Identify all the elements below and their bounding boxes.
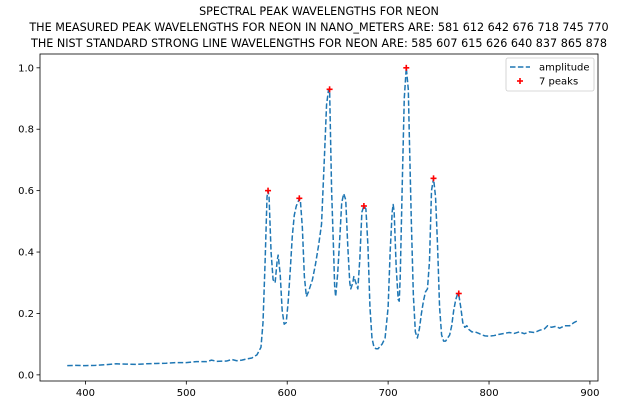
- y-tick-label: 0.6: [18, 186, 34, 197]
- peak-marker: [403, 64, 410, 71]
- y-tick-label: 0.0: [18, 370, 34, 381]
- chart-title-line-3: THE NIST STANDARD STRONG LINE WAVELENGTH…: [30, 37, 607, 50]
- chart-title-line-1: SPECTRAL PEAK WAVELENGTHS FOR NEON: [199, 5, 439, 18]
- peak-marker: [455, 290, 462, 297]
- chart-title-line-2: THE MEASURED PEAK WAVELENGTHS FOR NEON I…: [28, 21, 608, 34]
- x-tick-label: 800: [479, 388, 498, 399]
- x-tick-label: 500: [177, 388, 196, 399]
- peak-markers: [265, 64, 462, 297]
- peak-marker: [360, 202, 367, 209]
- legend: amplitude 7 peaks: [505, 57, 595, 92]
- axes-frame: [39, 53, 599, 382]
- x-tick-label: 400: [76, 388, 95, 399]
- plot-area: 400 500 600 700 800 900 0.0 0.2 0.4 0.6 0.8 1.0: [18, 53, 599, 399]
- legend-marker-swatch: [517, 78, 523, 84]
- x-axis-ticks: 400 500 600 700 800 900: [76, 381, 599, 399]
- peak-marker: [265, 187, 272, 194]
- legend-label-peaks: 7 peaks: [539, 77, 578, 88]
- y-axis-ticks: 0.0 0.2 0.4 0.6 0.8 1.0: [18, 63, 40, 381]
- series-layer: [67, 67, 578, 367]
- legend-label-amplitude: amplitude: [539, 63, 590, 74]
- x-tick-label: 600: [278, 388, 297, 399]
- peak-marker: [430, 175, 437, 182]
- x-tick-label: 900: [580, 388, 599, 399]
- x-tick-label: 700: [379, 388, 398, 399]
- y-tick-label: 0.2: [18, 309, 34, 320]
- y-tick-label: 1.0: [18, 63, 34, 74]
- peak-marker: [296, 195, 303, 202]
- y-tick-label: 0.4: [18, 248, 34, 259]
- peak-marker: [326, 86, 333, 93]
- y-tick-label: 0.8: [18, 125, 34, 136]
- amplitude-line: [67, 67, 578, 367]
